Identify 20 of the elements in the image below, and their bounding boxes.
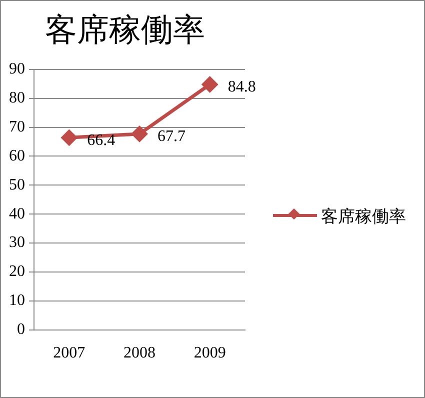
x-tick-label: 2007 [53, 344, 86, 362]
y-tick-label: 20 [9, 263, 25, 280]
x-tick-label: 2008 [124, 344, 156, 362]
y-tick-label: 80 [9, 90, 25, 107]
point [61, 130, 77, 146]
y-tick-label: 0 [17, 321, 25, 338]
x-tick-label: 2009 [194, 344, 226, 362]
y-tick-label: 70 [9, 118, 25, 136]
y-tick-label: 40 [9, 205, 25, 222]
data-label: 67.7 [158, 128, 186, 146]
y-tick-label: 50 [9, 176, 25, 194]
y-tick-label: 60 [9, 147, 25, 164]
data-label: 84.8 [228, 78, 256, 96]
legend-label: 客席稼働率 [321, 206, 407, 228]
point [132, 126, 148, 142]
y-tick-label: 90 [9, 60, 25, 78]
y-tick-label: 10 [9, 292, 25, 310]
chart-title: 客席稼働率 [45, 10, 205, 49]
y-tick-label: 30 [9, 234, 25, 252]
point [202, 76, 218, 92]
